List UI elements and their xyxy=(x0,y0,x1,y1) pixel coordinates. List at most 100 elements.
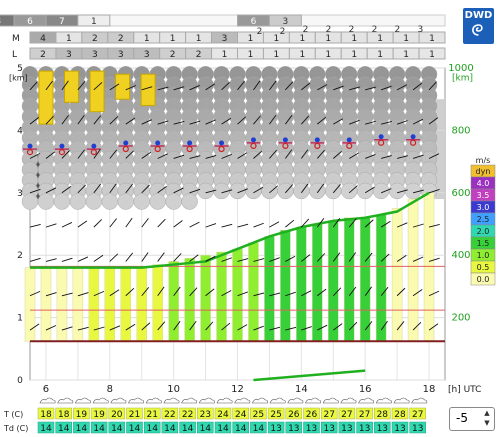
wind-barb xyxy=(316,149,325,159)
cloud-cell-high xyxy=(77,14,111,27)
spinner-down-button[interactable]: ▼ xyxy=(484,419,490,427)
temp-value: 21 xyxy=(129,410,140,420)
y-left-tick-label: 1 xyxy=(17,314,23,324)
cloud-bubble xyxy=(325,182,342,200)
thermal-column xyxy=(391,208,403,342)
cloud-cell-low-label: 2 xyxy=(170,50,176,60)
temp-row-label: T (C) xyxy=(3,410,23,419)
cloud-cell-high-label: 7 xyxy=(59,17,65,27)
wind-barb xyxy=(93,115,102,125)
cloud-bubble xyxy=(261,182,278,200)
spinner-up-button[interactable]: ▲ xyxy=(484,409,490,417)
wind-barb xyxy=(364,286,372,297)
wind-barb xyxy=(316,253,326,262)
wind-barb xyxy=(381,120,392,125)
weather-cloud-icon xyxy=(181,397,198,404)
wind-barb xyxy=(285,184,293,194)
temp-cell xyxy=(303,407,320,420)
temp-value: 20 xyxy=(111,410,123,420)
wind-barb xyxy=(189,254,199,262)
wind-barb xyxy=(412,256,424,262)
dewpoint-value: 13 xyxy=(394,424,405,434)
weather-cloud-icon xyxy=(393,397,410,404)
wind-barb xyxy=(317,324,328,331)
wind-barb xyxy=(77,256,89,262)
wind-barb xyxy=(173,253,182,262)
wind-barb xyxy=(365,120,376,125)
wind-barb xyxy=(173,154,185,159)
wind-barb xyxy=(412,223,424,228)
wind-barb xyxy=(285,219,295,228)
temp-cell xyxy=(285,407,303,420)
cloud-cell-mid-label: 2 xyxy=(92,34,98,44)
cloud-base-ring xyxy=(218,145,225,153)
wind-barb xyxy=(125,150,134,159)
cloud-row-label: M xyxy=(12,34,20,44)
wind-barb xyxy=(428,153,440,159)
wind-barb xyxy=(285,255,296,262)
dewpoint-row-label: Td (C) xyxy=(3,424,28,433)
temp-cell xyxy=(267,407,285,420)
wind-barb xyxy=(237,324,248,331)
wind-barb xyxy=(269,326,281,331)
wind-barb xyxy=(29,290,41,297)
wind-barb xyxy=(332,151,342,159)
wind-barb xyxy=(253,186,264,194)
wind-barb xyxy=(253,115,261,125)
wind-barb xyxy=(333,323,343,331)
wind-barb xyxy=(141,322,151,331)
dwd-logo: DWD xyxy=(463,8,494,44)
wind-barb xyxy=(77,220,88,228)
wind-barb xyxy=(237,223,249,228)
wind-barb xyxy=(253,325,264,331)
wind-barb xyxy=(29,188,41,194)
dewpoint-cell xyxy=(161,421,179,434)
cloud-bubble xyxy=(101,193,119,210)
wind-barb xyxy=(61,257,73,262)
cloud-base-dot xyxy=(187,140,193,146)
x-tick-label: 16 xyxy=(359,384,372,395)
y-left-tick-label: 2 xyxy=(17,251,23,261)
wind-barb xyxy=(333,85,344,91)
cloud-row-label: L xyxy=(12,50,17,60)
cloud-cell-low-label: 1 xyxy=(351,50,357,60)
thermal-column xyxy=(343,217,355,342)
wind-barb xyxy=(253,80,261,91)
dewpoint-value: 14 xyxy=(129,424,141,434)
wind-barb xyxy=(173,187,184,194)
weather-cloud-icon xyxy=(57,397,74,404)
wind-barb xyxy=(396,255,407,262)
thermal-column xyxy=(423,192,435,342)
wind-barb xyxy=(349,119,360,125)
temp-value: 28 xyxy=(377,410,389,420)
dewpoint-cell xyxy=(143,421,161,434)
wind-barb xyxy=(109,83,120,91)
cloud-cell-high-label: 6 xyxy=(251,17,257,27)
dewpoint-cell xyxy=(303,421,320,434)
top-label: 2 xyxy=(349,25,355,35)
wind-barb xyxy=(29,223,41,228)
cloud-top-patch xyxy=(89,70,105,113)
temp-value: 24 xyxy=(235,410,247,420)
hour-offset-spinner[interactable]: -5 ▲ ▼ xyxy=(449,407,495,431)
wind-barb xyxy=(317,84,328,91)
wind-barb xyxy=(301,218,310,228)
wind-barb xyxy=(221,82,230,91)
weather-cloud-icon xyxy=(411,397,428,404)
cloud-base-ring xyxy=(250,142,257,149)
wind-barb xyxy=(412,289,423,297)
cloud-bubble xyxy=(85,193,103,210)
wind-barb xyxy=(45,151,56,159)
temp-value: 27 xyxy=(341,410,352,420)
wind-barb xyxy=(29,153,41,159)
wind-barb xyxy=(221,153,232,159)
wind-barb xyxy=(253,150,263,159)
cloud-cell-low-label: 3 xyxy=(66,50,72,60)
wind-barb xyxy=(412,322,422,331)
temp-value: 21 xyxy=(146,410,157,420)
temp-value: 25 xyxy=(270,410,281,420)
wind-barb xyxy=(428,223,440,228)
wind-barb xyxy=(348,286,357,297)
wind-barb xyxy=(412,189,424,194)
dewpoint-value: 14 xyxy=(164,424,176,434)
